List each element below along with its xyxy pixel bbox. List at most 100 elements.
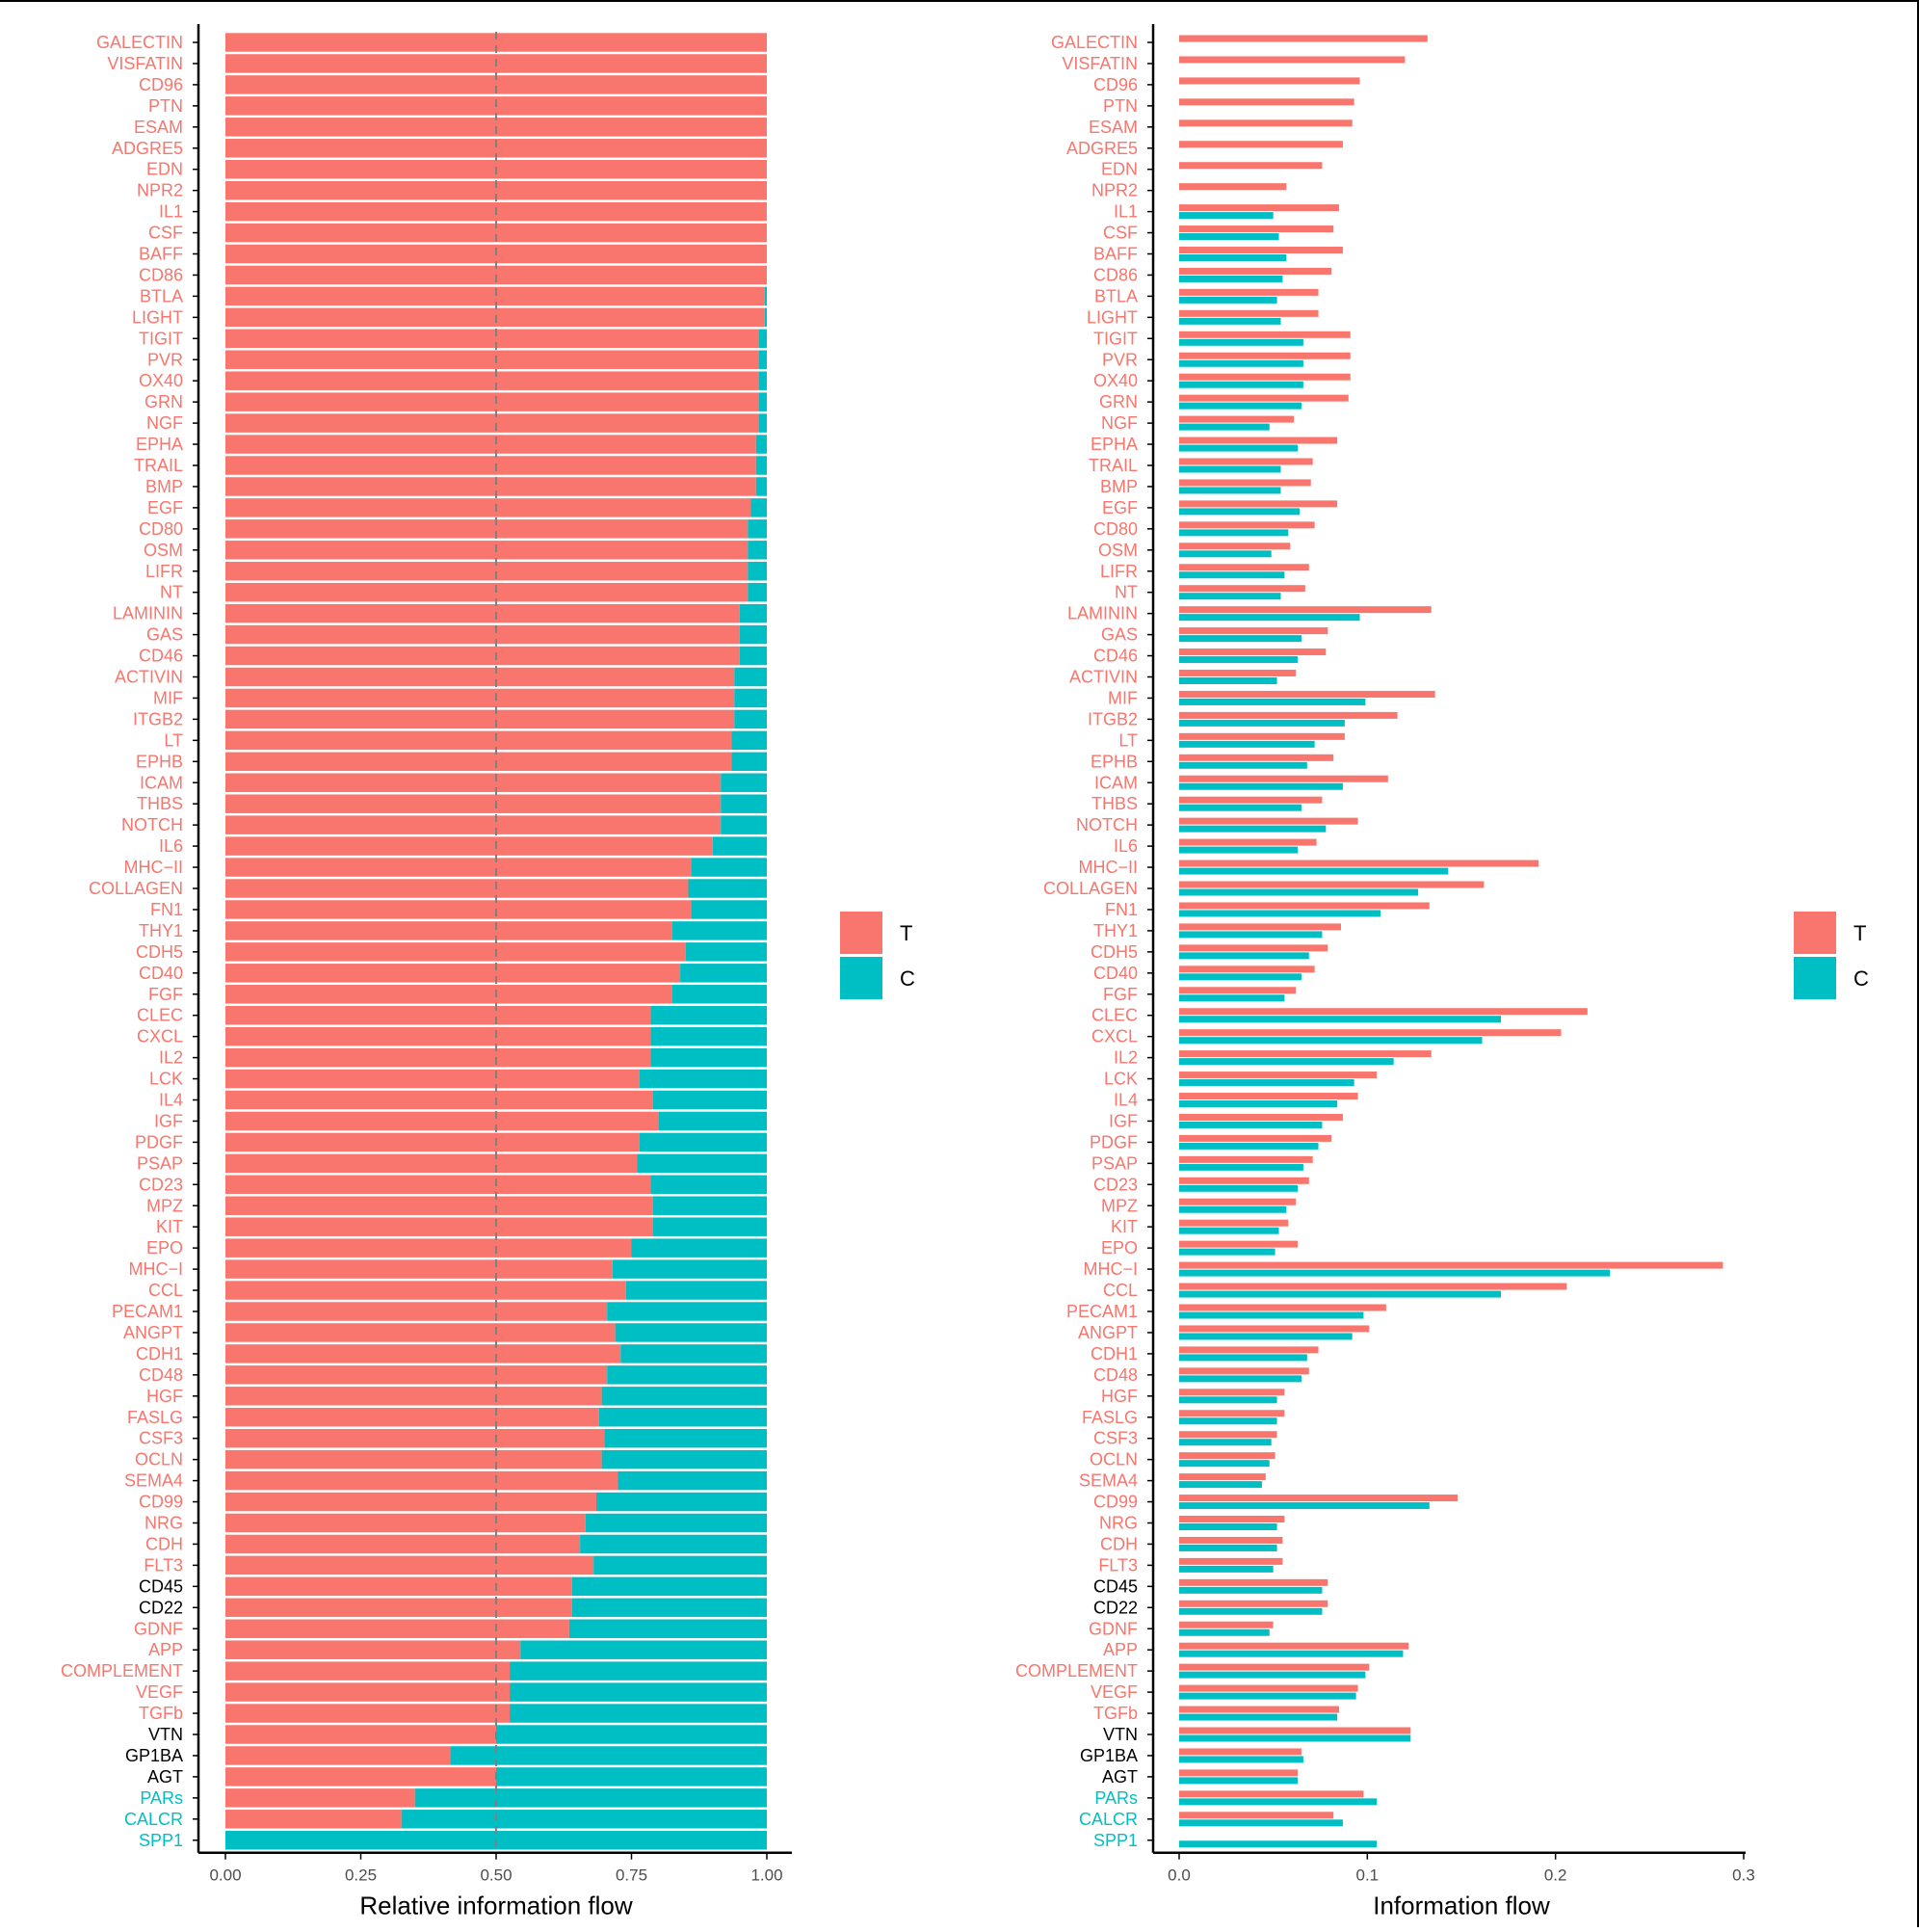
- abs-bar-t-gas: [1179, 627, 1328, 635]
- rel-bar-t-mhc-i: [225, 1259, 613, 1279]
- abs-category-label-mhc-i: MHC−I: [1083, 1259, 1138, 1279]
- abs-x-tick-label-0-0: 0.0: [1168, 1866, 1191, 1885]
- abs-bar-c-spp1: [1179, 1840, 1378, 1848]
- abs-bar-t-ptn: [1179, 98, 1354, 106]
- rel-x-axis-title: Relative information flow: [359, 1892, 632, 1920]
- rel-category-label-activin: ACTIVIN: [115, 668, 183, 687]
- rel-bar-t-igf: [225, 1111, 659, 1131]
- abs-category-label-app: APP: [1103, 1640, 1138, 1659]
- rel-bar-t-thy1: [225, 921, 672, 940]
- abs-bar-t-cdh: [1179, 1536, 1283, 1544]
- abs-category-label-csf: CSF: [1103, 224, 1138, 243]
- abs-category-label-cdh: CDH: [1100, 1534, 1138, 1553]
- rel-x-tick-label-0-00: 0.00: [209, 1866, 241, 1885]
- abs-category-label-adgre5: ADGRE5: [1066, 139, 1138, 158]
- rel-category-label-gp1ba: GP1BA: [125, 1746, 183, 1765]
- abs-bar-t-ephb: [1179, 754, 1334, 761]
- abs-bar-t-tgfb: [1179, 1706, 1340, 1713]
- rel-category-label-cdh: CDH: [145, 1534, 183, 1553]
- rel-category-label-notch: NOTCH: [121, 815, 183, 834]
- abs-bar-c-complement: [1179, 1671, 1366, 1679]
- abs-category-label-bmp: BMP: [1100, 477, 1138, 496]
- abs-category-label-gp1ba: GP1BA: [1080, 1746, 1138, 1765]
- abs-category-label-pars: PARs: [1094, 1788, 1138, 1808]
- abs-bar-t-sema4: [1179, 1473, 1266, 1481]
- abs-bar-c-ox40: [1179, 381, 1303, 388]
- rel-bar-c-mhc-i: [612, 1259, 767, 1279]
- abs-category-label-itgb2: ITGB2: [1088, 709, 1138, 728]
- abs-category-label-ngf: NGF: [1101, 413, 1138, 433]
- rel-bar-c-cd40: [680, 964, 767, 983]
- abs-category-label-lt: LT: [1118, 730, 1138, 750]
- abs-bar-t-light: [1179, 309, 1319, 317]
- rel-bar-c-ox40: [758, 371, 767, 390]
- rel-category-label-cd96: CD96: [139, 75, 183, 94]
- abs-category-label-cd48: CD48: [1093, 1365, 1138, 1385]
- abs-category-label-pvr: PVR: [1102, 350, 1138, 369]
- abs-bar-t-collagen: [1179, 881, 1485, 888]
- rel-bar-c-icam: [721, 773, 767, 792]
- abs-category-label-csf3: CSF3: [1093, 1429, 1138, 1448]
- abs-bar-t-cdh5: [1179, 944, 1328, 952]
- abs-bar-t-agt: [1179, 1769, 1299, 1777]
- rel-category-label-fn1: FN1: [150, 900, 183, 919]
- rel-category-label-egf: EGF: [147, 498, 183, 517]
- rel-category-label-calcr: CALCR: [124, 1810, 183, 1829]
- abs-category-label-visfatin: VISFATIN: [1062, 54, 1138, 73]
- abs-bar-c-agt: [1179, 1777, 1299, 1785]
- rel-bar-c-thy1: [671, 921, 767, 940]
- abs-bar-c-cdh1: [1179, 1354, 1307, 1362]
- abs-category-label-il4: IL4: [1114, 1091, 1138, 1110]
- rel-bar-t-clec: [225, 1005, 651, 1025]
- rel-bar-t-epha: [225, 435, 756, 454]
- rel-bar-t-il4: [225, 1090, 653, 1110]
- abs-category-label-cd22: CD22: [1093, 1598, 1138, 1617]
- abs-category-label-osm: OSM: [1098, 541, 1138, 560]
- rel-bar-c-mpz: [652, 1196, 767, 1215]
- abs-bar-c-ocln: [1179, 1460, 1270, 1468]
- abs-bar-c-gdnf: [1179, 1628, 1270, 1636]
- abs-bar-c-pdgf: [1179, 1142, 1319, 1150]
- rel-category-label-agt: AGT: [147, 1767, 183, 1786]
- abs-bar-t-cd22: [1179, 1600, 1328, 1607]
- rel-bar-t-notch: [225, 815, 722, 834]
- abs-bar-t-itgb2: [1179, 711, 1398, 719]
- abs-bar-t-trail: [1179, 458, 1313, 465]
- abs-category-label-faslg: FASLG: [1082, 1408, 1138, 1427]
- abs-bar-t-laminin: [1179, 606, 1432, 614]
- rel-category-label-galectin: GALECTIN: [96, 33, 183, 52]
- rel-legend-swatch-c: [840, 957, 882, 999]
- rel-bar-c-epo: [631, 1238, 767, 1257]
- rel-category-label-laminin: LAMININ: [113, 604, 183, 623]
- abs-bar-t-cd45: [1179, 1578, 1328, 1586]
- rel-bar-t-mhc-ii: [225, 858, 692, 877]
- abs-category-label-collagen: COLLAGEN: [1043, 879, 1138, 898]
- abs-category-label-igf: IGF: [1109, 1111, 1138, 1130]
- abs-legend-swatch-t: [1794, 912, 1836, 954]
- rel-bar-t-flt3: [225, 1555, 594, 1575]
- abs-bar-c-hgf: [1179, 1396, 1277, 1404]
- relative-flow-panel: GALECTIN VISFATIN CD96 PTN ESAM ADGRE5 EDN NPR2…: [61, 24, 915, 1920]
- rel-category-label-mhc-ii: MHC−II: [123, 858, 183, 877]
- rel-bar-t-il2: [225, 1047, 651, 1068]
- rel-bar-t-angpt: [225, 1323, 616, 1342]
- rel-category-label-nrg: NRG: [145, 1514, 183, 1533]
- abs-bar-t-ngf: [1179, 415, 1295, 423]
- abs-bar-t-fgf: [1179, 987, 1297, 994]
- abs-bar-t-pecam1: [1179, 1304, 1386, 1311]
- abs-bar-t-cd99: [1179, 1495, 1459, 1502]
- abs-category-label-baff: BAFF: [1093, 245, 1138, 264]
- abs-category-label-il1: IL1: [1114, 202, 1138, 222]
- abs-bar-t-il4: [1179, 1093, 1358, 1099]
- abs-bar-c-trail: [1179, 465, 1281, 473]
- rel-bar-t-light: [225, 307, 765, 328]
- abs-legend-label-c: C: [1853, 966, 1869, 991]
- abs-category-label-pdgf: PDGF: [1090, 1132, 1138, 1151]
- abs-bar-c-lifr: [1179, 571, 1285, 579]
- rel-category-label-lck: LCK: [149, 1070, 183, 1089]
- abs-bar-c-calcr: [1179, 1819, 1343, 1827]
- abs-category-label-cd46: CD46: [1093, 647, 1138, 666]
- abs-bar-c-vegf: [1179, 1692, 1356, 1700]
- rel-category-label-cd48: CD48: [139, 1365, 183, 1385]
- abs-category-label-cd23: CD23: [1093, 1175, 1138, 1194]
